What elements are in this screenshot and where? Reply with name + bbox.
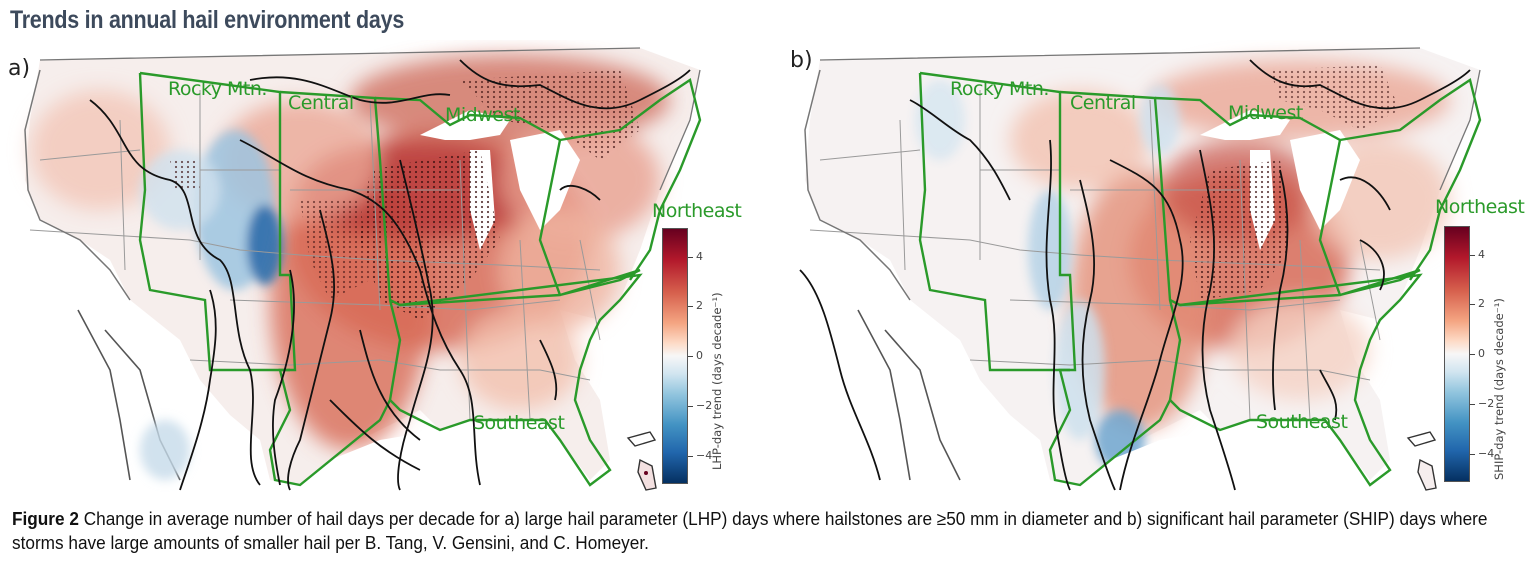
colorbar-tick-label: 2 — [1478, 297, 1485, 310]
colorbar-tick-label: 0 — [696, 349, 703, 362]
region-label-midwest: Midwest — [445, 104, 520, 126]
region-label-rocky-mtn: Rocky Mtn. — [950, 78, 1049, 100]
panel-label-b: b) — [790, 48, 813, 73]
region-label-central: Central — [288, 92, 354, 114]
colorbar-tick — [1470, 454, 1475, 455]
colorbar-title-a: LHP-day trend (days decade⁻¹) — [710, 292, 724, 470]
region-label-northeast: Northeast — [652, 200, 742, 222]
colorbar-b: 4 2 0 −2 −4 — [1444, 226, 1494, 482]
caption-label: Figure 2 — [12, 508, 79, 529]
map-panel-b: b) Rocky Mtn. Central Midwest Northeast … — [780, 40, 1536, 495]
region-label-southeast: Southeast — [1256, 411, 1348, 433]
colorbar-tick — [1470, 304, 1475, 305]
colorbar-tick-label: −4 — [1478, 447, 1495, 460]
colorbar-a: 4 2 0 −2 −4 — [662, 228, 712, 484]
region-label-central: Central — [1070, 92, 1136, 114]
region-label-northeast: Northeast — [1435, 196, 1525, 218]
figure-caption: Figure 2 Change in average number of hai… — [12, 507, 1500, 555]
colorbar-tick — [1470, 255, 1475, 256]
region-label-midwest: Midwest — [1228, 102, 1303, 124]
region-label-rocky-mtn: Rocky Mtn. — [168, 78, 267, 100]
colorbar-tick — [688, 356, 693, 357]
colorbar-tick-label: −2 — [1478, 397, 1495, 410]
map-b-graphic — [799, 47, 1482, 495]
colorbar-title-b: SHIP-day trend (days decade⁻¹) — [1492, 298, 1506, 480]
colorbar-tick — [688, 257, 693, 258]
colorbar-tick — [1470, 354, 1475, 355]
colorbar-tick — [688, 306, 693, 307]
colorbar-tick-label: 4 — [1478, 248, 1485, 261]
colorbar-tick — [688, 456, 693, 457]
map-panel-a: a) Rocky Mtn. Central Midwest Northeast … — [0, 40, 780, 495]
panel-label-a: a) — [8, 56, 31, 81]
caption-text: Change in average number of hail days pe… — [12, 508, 1488, 553]
colorbar-tick — [1470, 404, 1475, 405]
colorbar-tick-label: 4 — [696, 250, 703, 263]
figure-title: Trends in annual hail environment days — [10, 6, 405, 34]
colorbar-tick-label: −4 — [696, 449, 713, 462]
colorbar-tick-label: 0 — [1478, 347, 1485, 360]
colorbar-tick-label: −2 — [696, 399, 713, 412]
region-label-southeast: Southeast — [473, 412, 565, 434]
map-a-graphic — [24, 47, 702, 495]
colorbar-tick — [688, 406, 693, 407]
colorbar-tick-label: 2 — [696, 299, 703, 312]
